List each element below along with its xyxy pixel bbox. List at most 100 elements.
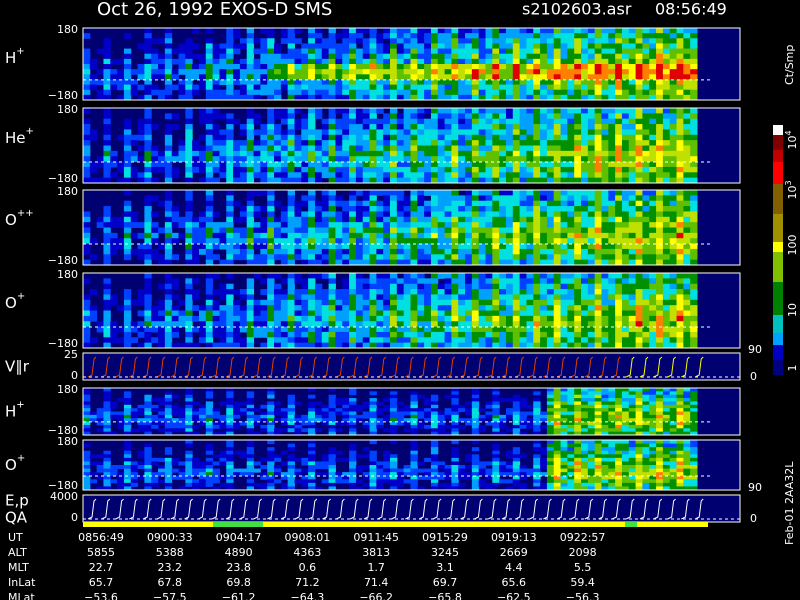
spectrogram-cell bbox=[164, 305, 173, 311]
spectrogram-cell bbox=[649, 53, 657, 60]
spectrogram-cell bbox=[233, 321, 241, 328]
spectrogram-cell bbox=[519, 238, 527, 245]
spectrogram-cell bbox=[123, 342, 132, 349]
spectrogram-cell bbox=[628, 305, 637, 311]
spectrogram-cell bbox=[635, 74, 643, 80]
spectrogram-cell bbox=[512, 326, 521, 333]
spectrogram-cell bbox=[505, 108, 514, 114]
spectrogram-cell bbox=[656, 342, 664, 349]
spectrogram-cell bbox=[219, 243, 227, 250]
spectrogram-cell bbox=[212, 53, 220, 60]
spectrogram-cell bbox=[205, 232, 214, 239]
spectrogram-cell bbox=[594, 294, 602, 301]
spectrogram-cell bbox=[642, 94, 650, 101]
spectrogram-cell bbox=[396, 166, 405, 173]
spectrogram-cell bbox=[417, 238, 425, 245]
spectrogram-cell bbox=[519, 310, 527, 317]
spectrogram-cell bbox=[437, 79, 446, 86]
spectrogram-cell bbox=[137, 421, 145, 426]
spectrogram-cell bbox=[137, 321, 145, 328]
spectrogram-cell bbox=[226, 238, 234, 245]
spectrogram-cell bbox=[83, 248, 91, 255]
spectrogram-cell bbox=[492, 150, 500, 157]
spectrogram-cell bbox=[355, 283, 364, 290]
spectrogram-cell bbox=[151, 64, 159, 70]
spectrogram-cell bbox=[205, 424, 214, 429]
spectrogram-cell bbox=[198, 331, 207, 338]
spectrogram-cell bbox=[587, 84, 596, 91]
spectrogram-cell bbox=[328, 124, 336, 130]
spectrogram-cell bbox=[362, 404, 371, 409]
spectrogram-cell bbox=[219, 326, 227, 333]
spectrogram-cell bbox=[355, 156, 364, 163]
spectrogram-cell bbox=[178, 58, 186, 65]
spectrogram-cell bbox=[621, 190, 630, 196]
spectrogram-cell bbox=[335, 408, 343, 412]
spectrogram-cell bbox=[505, 321, 514, 328]
spectrogram-cell bbox=[444, 43, 452, 50]
spectrogram-cell bbox=[533, 134, 541, 141]
spectrogram-cell bbox=[478, 222, 487, 228]
spectrogram-cell bbox=[185, 150, 193, 157]
spectrogram-cell bbox=[581, 278, 589, 285]
spectrogram-cell bbox=[301, 166, 309, 173]
spectrogram-cell bbox=[253, 227, 261, 234]
spectrogram-cell bbox=[424, 418, 432, 423]
spectrogram-cell bbox=[451, 232, 459, 239]
spectrogram-cell bbox=[369, 259, 377, 266]
spectrogram-cell bbox=[458, 326, 466, 333]
spectrogram-cell bbox=[349, 150, 357, 157]
spectrogram-cell bbox=[519, 195, 527, 202]
spectrogram-cell bbox=[594, 342, 602, 349]
spectrogram-cell bbox=[519, 64, 527, 70]
spectrogram-cell bbox=[144, 211, 152, 218]
y-top-label: 180 bbox=[57, 185, 78, 198]
spectrogram-cell bbox=[287, 232, 295, 239]
spectrogram-cell bbox=[123, 145, 132, 152]
spectrogram-cell bbox=[335, 289, 343, 295]
spectrogram-cell bbox=[430, 408, 439, 412]
spectrogram-cell bbox=[403, 428, 411, 433]
spectrogram-cell bbox=[669, 227, 678, 234]
spectrogram-cell bbox=[246, 89, 255, 96]
spectrogram-cell bbox=[676, 74, 684, 80]
spectrogram-cell bbox=[294, 140, 302, 146]
spectrogram-cell bbox=[164, 259, 173, 266]
spectrogram-cell bbox=[526, 305, 534, 311]
spectrogram-cell bbox=[287, 404, 295, 409]
spectrogram-cell bbox=[390, 94, 398, 101]
spectrogram-cell bbox=[396, 177, 405, 184]
spectrogram-cell bbox=[335, 401, 343, 406]
spectrogram-cell bbox=[656, 211, 664, 218]
spectrogram-cell bbox=[383, 310, 391, 317]
spectrogram-cell bbox=[424, 321, 432, 328]
spectrogram-cell bbox=[301, 227, 309, 234]
spectrogram-cell bbox=[512, 64, 521, 70]
spectrogram-cell bbox=[205, 414, 214, 419]
trace bbox=[432, 356, 442, 378]
spectrogram-cell bbox=[417, 166, 425, 173]
spectrogram-cell bbox=[260, 216, 268, 223]
spectrogram-cell bbox=[151, 310, 159, 317]
spectrogram-cell bbox=[601, 289, 609, 295]
spectrogram-cell bbox=[144, 79, 152, 86]
spectrogram-cell bbox=[526, 64, 534, 70]
spectrogram-cell bbox=[274, 283, 282, 290]
spectrogram-cell bbox=[574, 108, 582, 114]
spectrogram-cell bbox=[505, 238, 514, 245]
spectrogram-cell bbox=[369, 33, 377, 39]
spectrogram-cell bbox=[130, 408, 139, 412]
spectrogram-cell bbox=[485, 294, 493, 301]
spectrogram-cell bbox=[587, 273, 596, 279]
spectrogram-cell bbox=[294, 243, 302, 250]
spectrogram-cell bbox=[437, 342, 446, 349]
spectrogram-cell bbox=[103, 394, 111, 399]
spectrogram-cell bbox=[83, 94, 91, 101]
spectrogram-cell bbox=[383, 414, 391, 419]
spectrogram-cell bbox=[621, 108, 630, 114]
spectrogram-cell bbox=[396, 211, 405, 218]
spectrogram-cell bbox=[656, 33, 664, 39]
spectrogram-cell bbox=[314, 166, 323, 173]
spectrogram-cell bbox=[355, 140, 364, 146]
spectrogram-cell bbox=[424, 254, 432, 261]
